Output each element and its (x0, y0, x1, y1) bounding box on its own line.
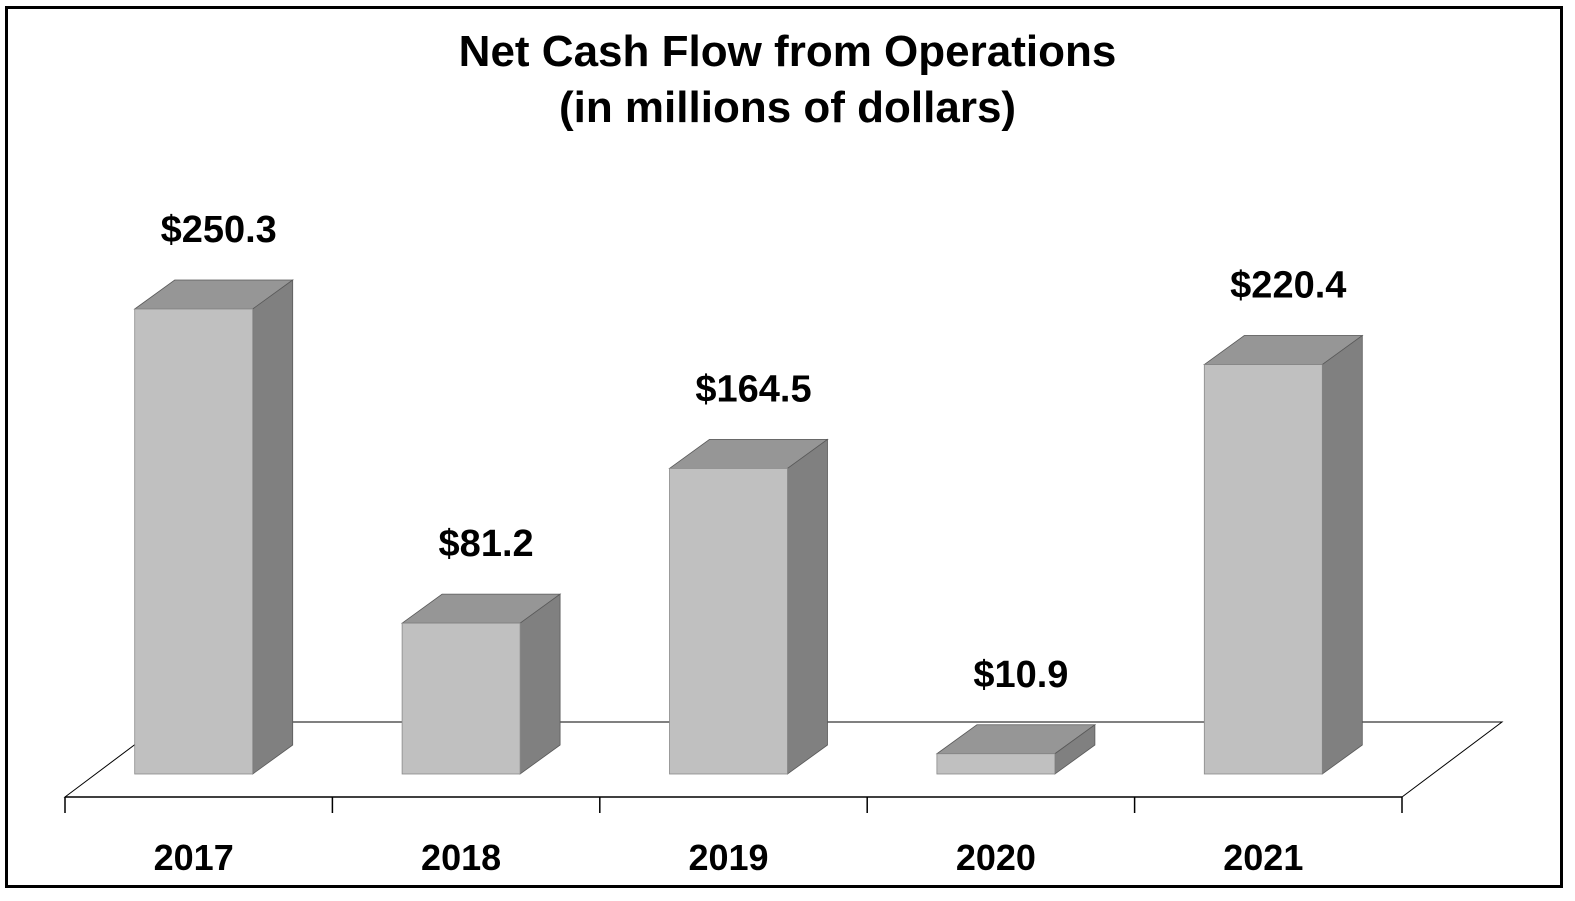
chart-subtitle: (in millions of dollars) (558, 83, 1017, 132)
x-tick-label: 2017 (154, 837, 234, 878)
bar-value-label: $164.5 (695, 368, 811, 410)
value-labels: $250.3 $81.2 $164.5 $10.9 $220.4 (161, 209, 1347, 696)
bar-2019 (668, 438, 829, 775)
bar-2018 (400, 593, 562, 775)
bar-group (133, 279, 1364, 775)
x-axis: 2017 2018 2019 2020 2021 (64, 796, 1403, 878)
bar-2021 (1203, 334, 1364, 775)
x-tick-label: 2019 (688, 837, 768, 878)
bar-side-face (519, 593, 561, 775)
bar-front-face (401, 622, 521, 775)
bar-value-label: $10.9 (973, 654, 1068, 696)
bar-value-label: $81.2 (439, 523, 534, 565)
bar-value-label: $220.4 (1230, 265, 1346, 307)
bar-side-face (252, 279, 294, 775)
bar-2017 (133, 279, 294, 775)
bar-front-face (1203, 364, 1323, 775)
x-tick-label: 2021 (1223, 837, 1303, 878)
chart-title: Net Cash Flow from Operations (458, 27, 1117, 76)
x-tick-label: 2020 (956, 837, 1036, 878)
bar-front-face (669, 467, 788, 775)
bar-2020 (935, 723, 1097, 775)
bar-side-face (787, 438, 828, 775)
bar-front-face (134, 308, 254, 775)
chart-title-block: Net Cash Flow from Operations (in millio… (0, 24, 1575, 136)
bar-value-label: $250.3 (161, 209, 277, 251)
bar-side-face (1321, 334, 1363, 775)
bar-front-face (936, 753, 1056, 775)
x-tick-label: 2018 (421, 837, 501, 878)
